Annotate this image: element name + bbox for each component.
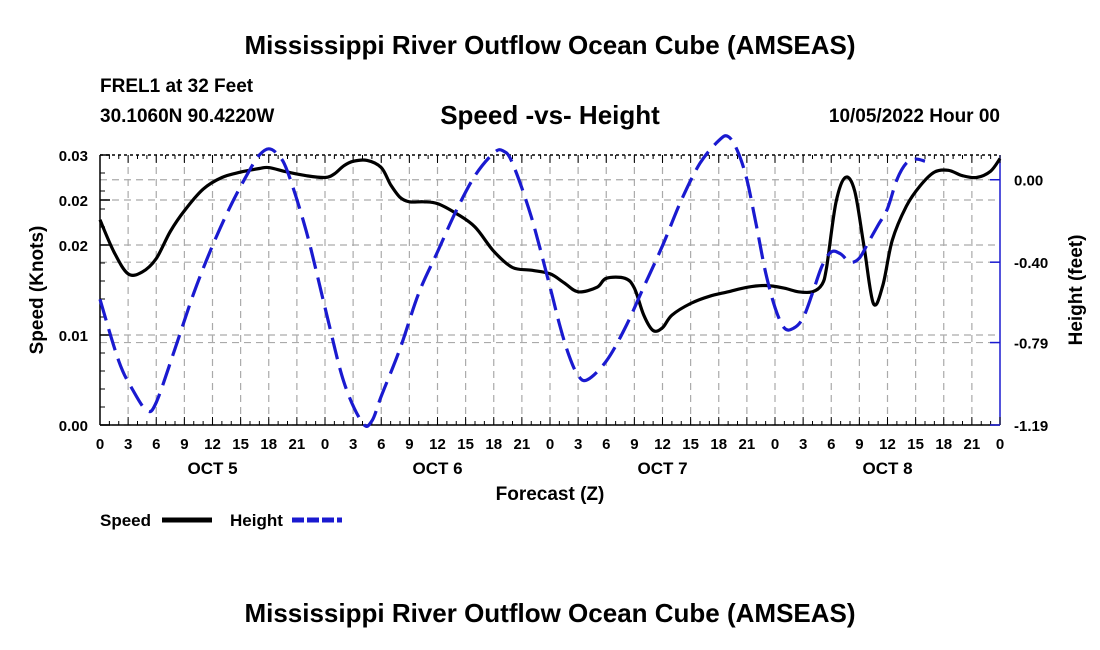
x-tick-label: 0 — [96, 436, 104, 453]
y-tick-label: 0.02 — [59, 238, 88, 255]
x-tick-label: 9 — [630, 436, 638, 453]
y-tick-label: 0.02 — [59, 193, 88, 210]
x-tick-label: 18 — [935, 436, 952, 453]
x-tick-label: 15 — [682, 436, 699, 453]
y2-tick-label: 0.00 — [1014, 173, 1043, 190]
x-tick-label: 9 — [855, 436, 863, 453]
chart-title: Speed -vs- Height — [440, 100, 660, 130]
x-tick-label: 12 — [879, 436, 896, 453]
x-tick-label: 12 — [204, 436, 221, 453]
x-tick-label: 9 — [405, 436, 413, 453]
x-axis-title: Forecast (Z) — [496, 484, 605, 505]
legend-label-height: Height — [230, 511, 283, 530]
forecast-date: 10/05/2022 Hour 00 — [828, 106, 1000, 127]
y-tick-label: 0.00 — [59, 418, 88, 435]
x-tick-label: 0 — [771, 436, 779, 453]
legend-label-speed: Speed — [100, 511, 151, 530]
speed-height-chart: 0 3 6 9 12 15 18 21 0 3 6 9 12 15 18 21 0 3 6 9 12 15 18 21 0 3 6 9… — [27, 134, 1087, 530]
x-tick-label: 6 — [152, 436, 160, 453]
x-tick-label: 3 — [574, 436, 582, 453]
axes — [99, 154, 1001, 426]
y-axis-title-left: Speed (Knots) — [27, 226, 48, 355]
y-tick-label: 0.01 — [59, 328, 88, 345]
x-tick-label: 15 — [232, 436, 249, 453]
day-label: OCT 6 — [412, 459, 462, 478]
x-tick-label: 12 — [654, 436, 671, 453]
series — [98, 134, 1002, 428]
x-tick-label: 0 — [996, 436, 1004, 453]
height-series-line — [98, 134, 926, 428]
footer-title: Mississippi River Outflow Ocean Cube (AM… — [244, 598, 856, 628]
x-tick-label: 6 — [377, 436, 385, 453]
x-tick-label: 6 — [602, 436, 610, 453]
x-tick-label: 3 — [799, 436, 807, 453]
x-tick-label: 18 — [485, 436, 502, 453]
legend: Speed Height — [100, 511, 342, 530]
y2-tick-label: -0.40 — [1014, 255, 1048, 272]
x-tick-label: 3 — [349, 436, 357, 453]
page-title: Mississippi River Outflow Ocean Cube (AM… — [244, 30, 856, 60]
x-tick-label: 15 — [907, 436, 924, 453]
x-tick-label: 21 — [514, 436, 531, 453]
x-tick-label: 18 — [260, 436, 277, 453]
y2-tick-label: -1.19 — [1014, 418, 1048, 435]
x-tick-label: 21 — [964, 436, 981, 453]
y2-tick-label: -0.79 — [1014, 336, 1048, 353]
x-tick-label: 6 — [827, 436, 835, 453]
x-tick-label: 0 — [321, 436, 329, 453]
x-tick-label: 9 — [180, 436, 188, 453]
grid — [100, 155, 1000, 426]
x-tick-label: 0 — [546, 436, 554, 453]
station-label: FREL1 at 32 Feet — [100, 76, 254, 97]
day-label: OCT 8 — [862, 459, 912, 478]
axis-labels: 0 3 6 9 12 15 18 21 0 3 6 9 12 15 18 21 0 3 6 9 12 15 18 21 0 3 6 9… — [27, 148, 1087, 505]
day-label: OCT 5 — [187, 459, 237, 478]
x-tick-label: 18 — [710, 436, 727, 453]
day-label: OCT 7 — [637, 459, 687, 478]
x-tick-label: 3 — [124, 436, 132, 453]
station-coordinates: 30.1060N 90.4220W — [100, 106, 275, 127]
x-tick-label: 12 — [429, 436, 446, 453]
y-tick-label: 0.03 — [59, 148, 88, 165]
x-tick-label: 21 — [739, 436, 756, 453]
y-axis-title-right: Height (feet) — [1066, 235, 1087, 346]
x-tick-label: 15 — [457, 436, 474, 453]
x-tick-label: 21 — [289, 436, 306, 453]
